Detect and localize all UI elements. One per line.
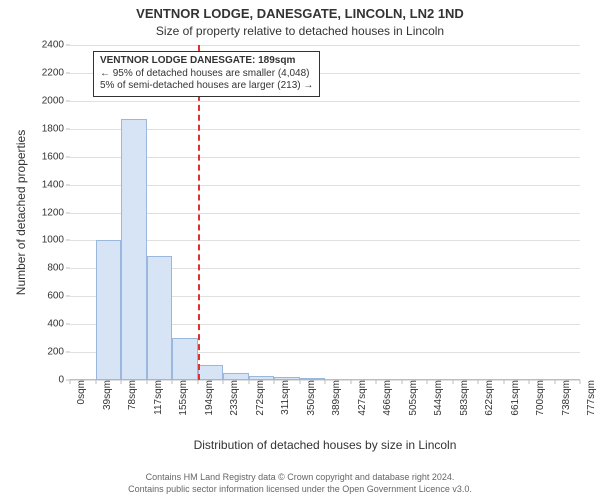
x-tick xyxy=(503,380,504,384)
grid-line xyxy=(70,129,580,130)
histogram-bar xyxy=(274,377,300,380)
footer-line1: Contains HM Land Registry data © Crown c… xyxy=(0,472,600,482)
y-tick-label: 1000 xyxy=(42,235,70,246)
histogram-bar xyxy=(172,338,198,380)
grid-line xyxy=(70,45,580,46)
x-tick-label: 505sqm xyxy=(406,380,419,416)
x-tick xyxy=(529,380,530,384)
x-tick-label: 389sqm xyxy=(329,380,342,416)
chart-title-line1: VENTNOR LODGE, DANESGATE, LINCOLN, LN2 1… xyxy=(0,6,600,21)
x-tick xyxy=(376,380,377,384)
grid-line xyxy=(70,185,580,186)
x-tick-label: 233sqm xyxy=(227,380,240,416)
x-tick-label: 583sqm xyxy=(457,380,470,416)
y-tick-label: 800 xyxy=(47,263,70,274)
annotation-box: VENTNOR LODGE DANESGATE: 189sqm ← 95% of… xyxy=(93,51,320,97)
x-tick-label: 155sqm xyxy=(176,380,189,416)
annotation-line1: VENTNOR LODGE DANESGATE: 189sqm xyxy=(100,55,313,68)
x-tick-label: 777sqm xyxy=(584,380,597,416)
x-tick xyxy=(95,380,96,384)
x-tick xyxy=(478,380,479,384)
annotation-line2: ← 95% of detached houses are smaller (4,… xyxy=(100,68,313,81)
x-tick xyxy=(580,380,581,384)
x-tick xyxy=(452,380,453,384)
x-tick xyxy=(248,380,249,384)
y-tick-label: 2200 xyxy=(42,67,70,78)
plot-area: VENTNOR LODGE DANESGATE: 189sqm ← 95% of… xyxy=(70,45,580,380)
y-tick-label: 1600 xyxy=(42,151,70,162)
histogram-bar xyxy=(198,365,224,380)
footer-line2: Contains public sector information licen… xyxy=(0,484,600,494)
x-axis-label: Distribution of detached houses by size … xyxy=(70,438,580,452)
histogram-bar xyxy=(121,119,147,380)
x-tick xyxy=(146,380,147,384)
y-axis-label: Number of detached properties xyxy=(14,45,28,380)
figure: VENTNOR LODGE, DANESGATE, LINCOLN, LN2 1… xyxy=(0,0,600,500)
x-tick-label: 78sqm xyxy=(125,380,138,410)
x-tick-label: 117sqm xyxy=(151,380,164,415)
y-tick-label: 1400 xyxy=(42,179,70,190)
y-tick-label: 400 xyxy=(47,319,70,330)
x-tick-label: 661sqm xyxy=(508,380,521,416)
x-tick-label: 622sqm xyxy=(482,380,495,416)
y-tick-label: 200 xyxy=(47,347,70,358)
x-tick xyxy=(197,380,198,384)
x-tick xyxy=(274,380,275,384)
grid-line xyxy=(70,240,580,241)
x-tick xyxy=(121,380,122,384)
x-tick xyxy=(401,380,402,384)
x-tick-label: 350sqm xyxy=(304,380,317,416)
annotation-line3: 5% of semi-detached houses are larger (2… xyxy=(100,80,313,93)
x-tick xyxy=(299,380,300,384)
x-tick-label: 466sqm xyxy=(380,380,393,416)
grid-line xyxy=(70,157,580,158)
histogram-bar xyxy=(249,376,275,380)
x-tick-label: 39sqm xyxy=(100,380,113,410)
x-tick xyxy=(325,380,326,384)
x-tick-label: 194sqm xyxy=(202,380,215,416)
histogram-bar xyxy=(223,373,249,380)
chart-title-line2: Size of property relative to detached ho… xyxy=(0,24,600,38)
histogram-bar xyxy=(96,240,122,380)
y-tick-label: 1200 xyxy=(42,207,70,218)
histogram-bar xyxy=(147,256,173,380)
x-tick-label: 700sqm xyxy=(533,380,546,416)
x-tick xyxy=(70,380,71,384)
x-tick-label: 738sqm xyxy=(559,380,572,416)
x-tick-label: 272sqm xyxy=(253,380,266,416)
y-tick-label: 0 xyxy=(58,375,70,386)
x-tick xyxy=(427,380,428,384)
x-tick-label: 544sqm xyxy=(431,380,444,416)
x-tick-label: 311sqm xyxy=(278,380,291,415)
y-tick-label: 600 xyxy=(47,291,70,302)
y-tick-label: 2400 xyxy=(42,40,70,51)
x-tick xyxy=(172,380,173,384)
x-tick-label: 427sqm xyxy=(355,380,368,416)
histogram-bar xyxy=(300,378,326,380)
grid-line xyxy=(70,101,580,102)
x-tick xyxy=(223,380,224,384)
x-tick xyxy=(350,380,351,384)
y-tick-label: 2000 xyxy=(42,95,70,106)
x-tick-label: 0sqm xyxy=(74,380,87,404)
grid-line xyxy=(70,213,580,214)
y-tick-label: 1800 xyxy=(42,123,70,134)
x-tick xyxy=(554,380,555,384)
